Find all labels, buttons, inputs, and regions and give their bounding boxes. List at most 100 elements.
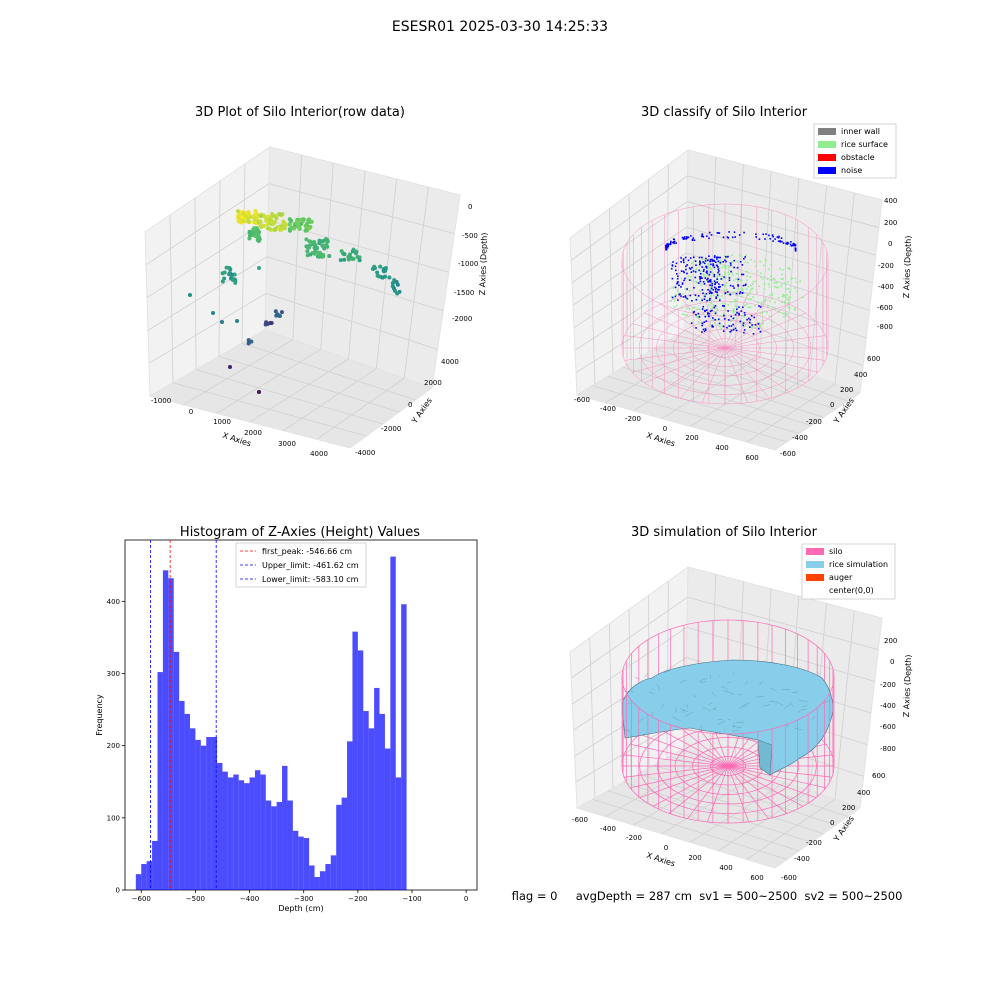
noise-point [683,262,685,264]
surface-point [746,304,748,306]
legend-label: rice simulation [829,560,888,569]
surface-point [676,305,678,307]
surface-point [721,276,723,278]
noise-point [704,298,706,300]
noise-point [728,319,730,321]
noise-point [667,243,669,245]
noise-point [723,315,725,317]
noise-point [710,271,712,273]
surface-point [794,308,796,310]
noise-point [711,283,713,285]
noise-point [718,283,720,285]
surface-point [765,297,767,299]
surface-point [677,289,679,291]
noise-point [742,264,744,266]
surface-point [765,260,767,262]
noise-point [691,300,693,302]
noise-point [712,260,714,262]
histogram-bar [260,775,265,890]
footer-status: flag = 0 avgDepth = 287 cm sv1 = 500~250… [512,889,903,903]
noise-point [689,279,691,281]
noise-point [725,293,727,295]
data-point [295,220,299,224]
surface-point [687,276,689,278]
histogram-bar [152,841,157,890]
noise-point [749,319,751,321]
surface-point [756,271,758,273]
surface-point [782,278,784,280]
noise-point [685,257,687,259]
data-point [392,278,396,282]
histogram-bar [217,763,222,890]
data-point [378,265,382,269]
surface-point [775,281,777,283]
data-point [327,254,331,258]
raw-xtick: 3000 [278,440,296,448]
surface-point [730,321,732,323]
data-point [266,321,270,325]
legend-label: silo [829,547,843,556]
histogram-ytick-label: 0 [116,887,120,895]
histogram-xtick-label: −600 [132,895,151,903]
noise-point [670,244,672,246]
classify-ztick: -200 [878,262,894,270]
raw-plot-title: 3D Plot of Silo Interior(row data) [195,105,405,120]
noise-point [725,256,727,258]
legend-swatch-rice-simulation [806,561,824,568]
noise-point [695,264,697,266]
surface-point [756,326,758,328]
simulation-ytick: -200 [806,839,822,847]
surface-point [749,291,751,293]
histogram-bar [201,746,206,890]
surface-point [744,305,746,307]
surface-point [741,296,743,298]
noise-point [707,278,709,280]
histogram-bar [185,714,190,890]
surface-point [710,268,712,270]
noise-point [698,282,700,284]
noise-point [672,264,674,266]
noise-point [677,299,679,301]
noise-point [701,331,703,333]
legend-label: obstacle [841,153,875,162]
raw-ytick: 4000 [441,358,459,366]
surface-point [742,315,744,317]
noise-point [742,307,744,309]
data-point [252,227,256,231]
noise-point [778,240,780,242]
surface-point [737,281,739,283]
data-point [304,237,308,241]
noise-point [672,261,674,263]
noise-point [733,260,735,262]
raw-ytick: 0 [408,401,412,409]
noise-point [695,260,697,262]
noise-point [706,235,708,237]
noise-point [702,308,704,310]
surface-point [774,286,776,288]
data-point [251,230,255,234]
classify-ytick: -400 [792,434,808,442]
surface-point [767,305,769,307]
noise-point [684,278,686,280]
histogram-legend: first_peak: -546.66 cm Upper_limit: -461… [236,543,366,587]
raw-xtick: 0 [189,408,193,416]
surface-point [784,301,786,303]
surface-point [723,313,725,315]
noise-point [704,310,706,312]
surface-point [716,277,718,279]
surface-point [787,267,789,269]
legend-label: center(0,0) [829,586,874,595]
surface-point [789,296,791,298]
histogram-bar [250,777,255,890]
data-point [259,225,263,229]
surface-point [784,303,786,305]
data-point [304,229,308,233]
noise-point [686,236,688,238]
surface-point [786,288,788,290]
histogram-bar [396,777,401,890]
histogram-xtick-label: −300 [294,895,313,903]
raw-ytick: -4000 [355,449,375,457]
noise-point [690,235,692,237]
noise-point [717,257,719,259]
noise-point [706,270,708,272]
